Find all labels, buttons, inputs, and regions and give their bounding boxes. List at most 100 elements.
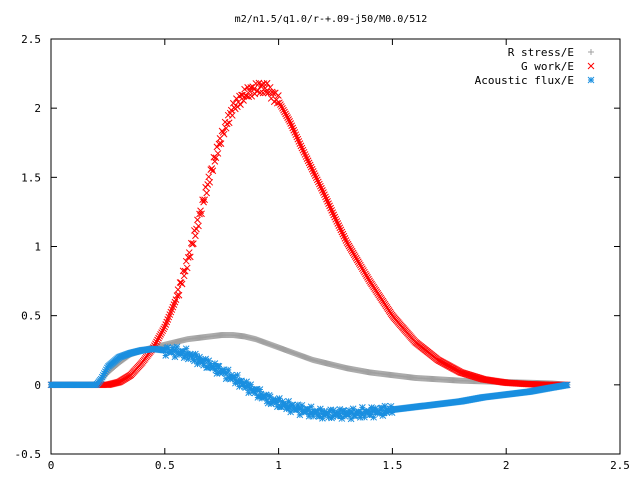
data-point: [225, 119, 233, 127]
data-point: [240, 97, 247, 104]
data-point: [282, 110, 289, 118]
x-tick-label: 1: [275, 459, 282, 472]
data-point: [301, 151, 309, 158]
data-point: [185, 249, 193, 256]
data-point: [201, 196, 208, 204]
data-point: [178, 280, 186, 288]
data-point: [280, 106, 287, 114]
data-point: [223, 120, 231, 128]
data-point: [281, 108, 288, 116]
data-point: [173, 292, 181, 299]
data-point: [294, 135, 302, 143]
data-point: [330, 211, 338, 219]
data-point: [203, 189, 211, 197]
data-point: [286, 118, 293, 125]
data-point: [263, 79, 271, 87]
data-point: [346, 244, 354, 252]
y-tick-label: -0.5: [15, 448, 42, 461]
data-point: [350, 251, 358, 259]
data-point: [195, 222, 202, 230]
legend-marker: [587, 76, 595, 84]
data-point: [157, 331, 164, 338]
data-point: [310, 170, 318, 177]
data-point: [190, 240, 197, 247]
legend-label: G work/E: [521, 60, 574, 73]
data-point: [258, 81, 266, 88]
data-point: [348, 247, 356, 255]
data-point: [327, 204, 334, 212]
data-point: [290, 126, 298, 134]
data-point: [299, 146, 307, 154]
data-point: [336, 224, 344, 232]
series-1: [47, 79, 571, 389]
data-point: [297, 142, 305, 150]
data-point: [212, 154, 220, 162]
data-point: [341, 234, 349, 242]
data-point: [275, 92, 282, 99]
data-point: [352, 254, 360, 262]
x-tick-label: 2.5: [610, 459, 630, 472]
data-point: [320, 189, 327, 196]
data-point: [361, 413, 368, 421]
data-point: [364, 274, 371, 281]
data-point: [309, 168, 317, 175]
y-tick-label: 0: [34, 379, 41, 392]
data-point: [295, 138, 303, 145]
data-point: [219, 129, 227, 136]
data-point: [183, 264, 191, 272]
legend-label: Acoustic flux/E: [475, 74, 574, 87]
x-tick-label: 1.5: [382, 459, 402, 472]
data-point: [381, 402, 389, 410]
data-point: [198, 210, 205, 218]
data-point: [356, 261, 364, 269]
data-point: [321, 191, 328, 199]
data-point: [335, 222, 343, 230]
data-point: [193, 225, 200, 233]
data-point: [306, 161, 314, 169]
data-point: [266, 83, 274, 91]
data-point: [214, 150, 222, 157]
data-point: [323, 195, 330, 203]
data-point: [175, 291, 183, 299]
data-point: [304, 157, 312, 165]
data-point: [317, 182, 324, 190]
data-point: [361, 268, 368, 276]
data-point: [283, 112, 290, 120]
data-point: [305, 159, 313, 167]
data-point: [318, 184, 325, 192]
data-point: [174, 286, 182, 293]
data-point: [156, 332, 163, 340]
data-point: [206, 178, 214, 186]
data-point: [208, 165, 216, 172]
data-point: [289, 124, 297, 132]
data-point: [351, 253, 359, 260]
data-point: [339, 230, 347, 238]
data-point: [322, 193, 329, 201]
data-point: [234, 371, 241, 379]
data-point: [277, 101, 284, 108]
data-point: [182, 345, 190, 353]
data-point: [326, 202, 333, 210]
data-point: [334, 220, 342, 227]
data-point: [340, 232, 348, 240]
data-point: [287, 120, 295, 127]
data-point: [194, 216, 201, 224]
data-point: [228, 112, 236, 119]
data-point: [243, 92, 250, 100]
data-point: [192, 232, 199, 240]
data-point: [155, 334, 162, 342]
data-point: [349, 249, 357, 257]
data-point: [338, 415, 346, 422]
chart-title: m2/n1.5/q1.0/r-+.09-j50/M0.0/512: [235, 14, 428, 25]
y-tick-label: 1.5: [21, 171, 41, 184]
data-point: [279, 104, 286, 112]
data-point: [269, 89, 277, 97]
legend-label: R stress/E: [508, 46, 574, 59]
data-point: [215, 140, 223, 148]
x-tick-label: 0: [48, 459, 55, 472]
data-point: [319, 187, 326, 194]
data-point: [354, 258, 362, 266]
data-point: [285, 116, 292, 123]
data-point: [342, 237, 350, 244]
